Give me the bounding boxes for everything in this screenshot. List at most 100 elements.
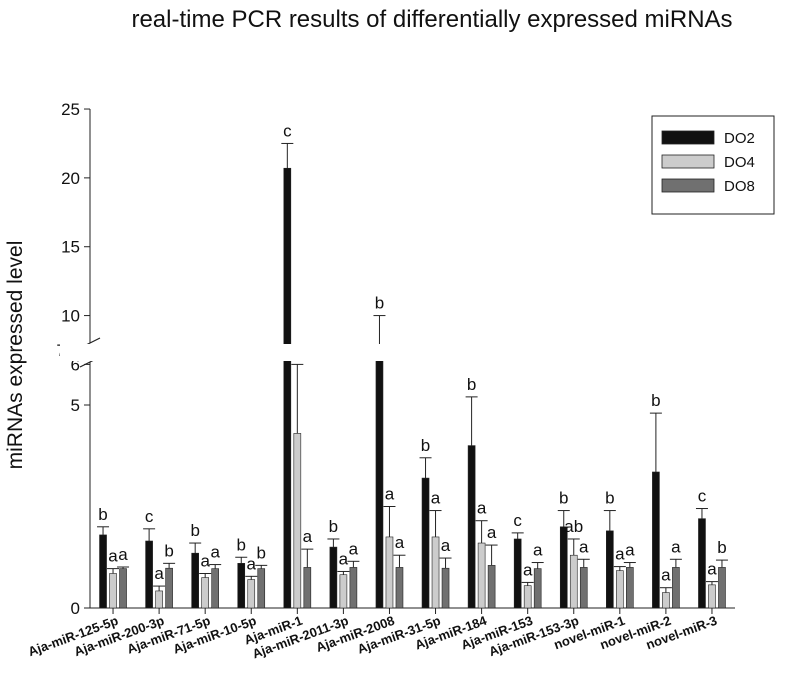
significance-label: b <box>717 538 726 557</box>
significance-label: a <box>671 537 681 556</box>
axis-break-gap <box>60 344 735 361</box>
significance-label: b <box>98 505 107 524</box>
significance-label: a <box>385 485 395 504</box>
y-tick-label: 6 <box>71 355 80 374</box>
legend-label: DO2 <box>724 130 755 147</box>
significance-label: b <box>467 375 476 394</box>
y-tick-label: 15 <box>61 238 80 257</box>
significance-label: c <box>145 507 154 526</box>
bar-do8 <box>672 567 680 609</box>
bar-do4 <box>385 536 394 609</box>
significance-label: a <box>477 499 487 518</box>
bar-do2 <box>375 345 384 609</box>
significance-label: a <box>303 527 313 546</box>
significance-label: a <box>431 489 441 508</box>
significance-label: b <box>257 543 266 562</box>
bar-do8 <box>165 567 173 609</box>
bar-do2 <box>559 526 568 609</box>
significance-label: b <box>190 521 199 540</box>
bar-do8 <box>257 568 266 609</box>
bar-do8 <box>441 567 450 609</box>
significance-label: b <box>329 517 338 536</box>
significance-label: b <box>605 489 614 508</box>
bar-do2 <box>421 477 430 609</box>
bar-do8 <box>211 568 219 609</box>
bar-do4 <box>247 579 256 609</box>
bar-do2 <box>467 445 476 609</box>
significance-label: c <box>698 487 707 506</box>
significance-label: c <box>513 511 522 530</box>
significance-label: b <box>421 436 430 455</box>
bar-do2 <box>99 534 107 609</box>
bar-do4 <box>431 536 440 609</box>
y-axis-label: miRNAs expressed level <box>4 241 27 470</box>
chart-title: real-time PCR results of differentially … <box>131 6 732 33</box>
significance-label: a <box>200 551 210 570</box>
significance-label: c <box>283 121 292 140</box>
legend-swatch-do2 <box>661 130 715 145</box>
significance-label: ab <box>564 517 583 536</box>
significance-label: a <box>441 536 451 555</box>
significance-label: a <box>533 541 543 560</box>
legend-label: DO8 <box>724 178 755 195</box>
bar-do4 <box>616 570 624 609</box>
significance-label: a <box>661 566 671 585</box>
bar-do4 <box>477 542 486 609</box>
bar-do4 <box>523 585 532 609</box>
bar-do8 <box>579 567 588 609</box>
bar-do2 <box>145 540 153 609</box>
significance-label: a <box>625 541 635 560</box>
bar-do4 <box>201 577 209 609</box>
bar-do4 <box>155 590 163 609</box>
bar-do4 <box>569 554 578 609</box>
bar-do2 <box>606 530 614 609</box>
significance-label: a <box>579 537 589 556</box>
y-tick-label: 10 <box>61 307 80 326</box>
significance-label: a <box>108 547 118 566</box>
bar-do2 <box>237 563 246 609</box>
bar-do8 <box>349 567 358 609</box>
bar-do8 <box>718 567 726 609</box>
significance-label: a <box>154 564 164 583</box>
significance-label: a <box>487 523 497 542</box>
bar-do4 <box>708 584 716 609</box>
significance-label: a <box>339 549 349 568</box>
significance-label: a <box>118 545 128 564</box>
bar-do8 <box>395 567 404 609</box>
significance-label: b <box>651 391 660 410</box>
bar-do4 <box>339 574 348 609</box>
bar-do4 <box>662 592 670 609</box>
legend-swatch-do4 <box>661 154 715 169</box>
significance-label: a <box>707 560 717 579</box>
legend: DO2 DO4 DO8 <box>651 115 775 215</box>
significance-label: b <box>237 535 246 554</box>
significance-label: a <box>247 554 257 573</box>
significance-label: b <box>559 489 568 508</box>
legend-label: DO4 <box>724 154 755 171</box>
significance-label: b <box>164 541 173 560</box>
bar-do8 <box>119 568 127 609</box>
bar-do2 <box>329 546 338 609</box>
bar-do8 <box>303 567 312 609</box>
legend-swatch-do8 <box>661 178 715 193</box>
bars: baacabbaababcbabaabaabaabaacaabababaabaa… <box>60 121 735 609</box>
significance-label: a <box>523 560 533 579</box>
bar-do8 <box>626 567 634 609</box>
bar-do2 <box>698 518 706 609</box>
y-tick-label: 25 <box>61 100 80 119</box>
significance-label: a <box>210 543 220 562</box>
significance-label: a <box>349 539 359 558</box>
y-tick-label: 5 <box>71 396 80 415</box>
significance-label: a <box>395 533 405 552</box>
bar-do4 <box>293 433 302 609</box>
bar-do2 <box>191 552 199 609</box>
bar-do8 <box>533 568 542 609</box>
y-tick-label: 20 <box>61 169 80 188</box>
bar-do8 <box>487 565 496 609</box>
y-tick-label: 0 <box>71 599 80 618</box>
significance-label: a <box>615 545 625 564</box>
bar-do2 <box>283 167 292 609</box>
significance-label: b <box>375 294 384 313</box>
